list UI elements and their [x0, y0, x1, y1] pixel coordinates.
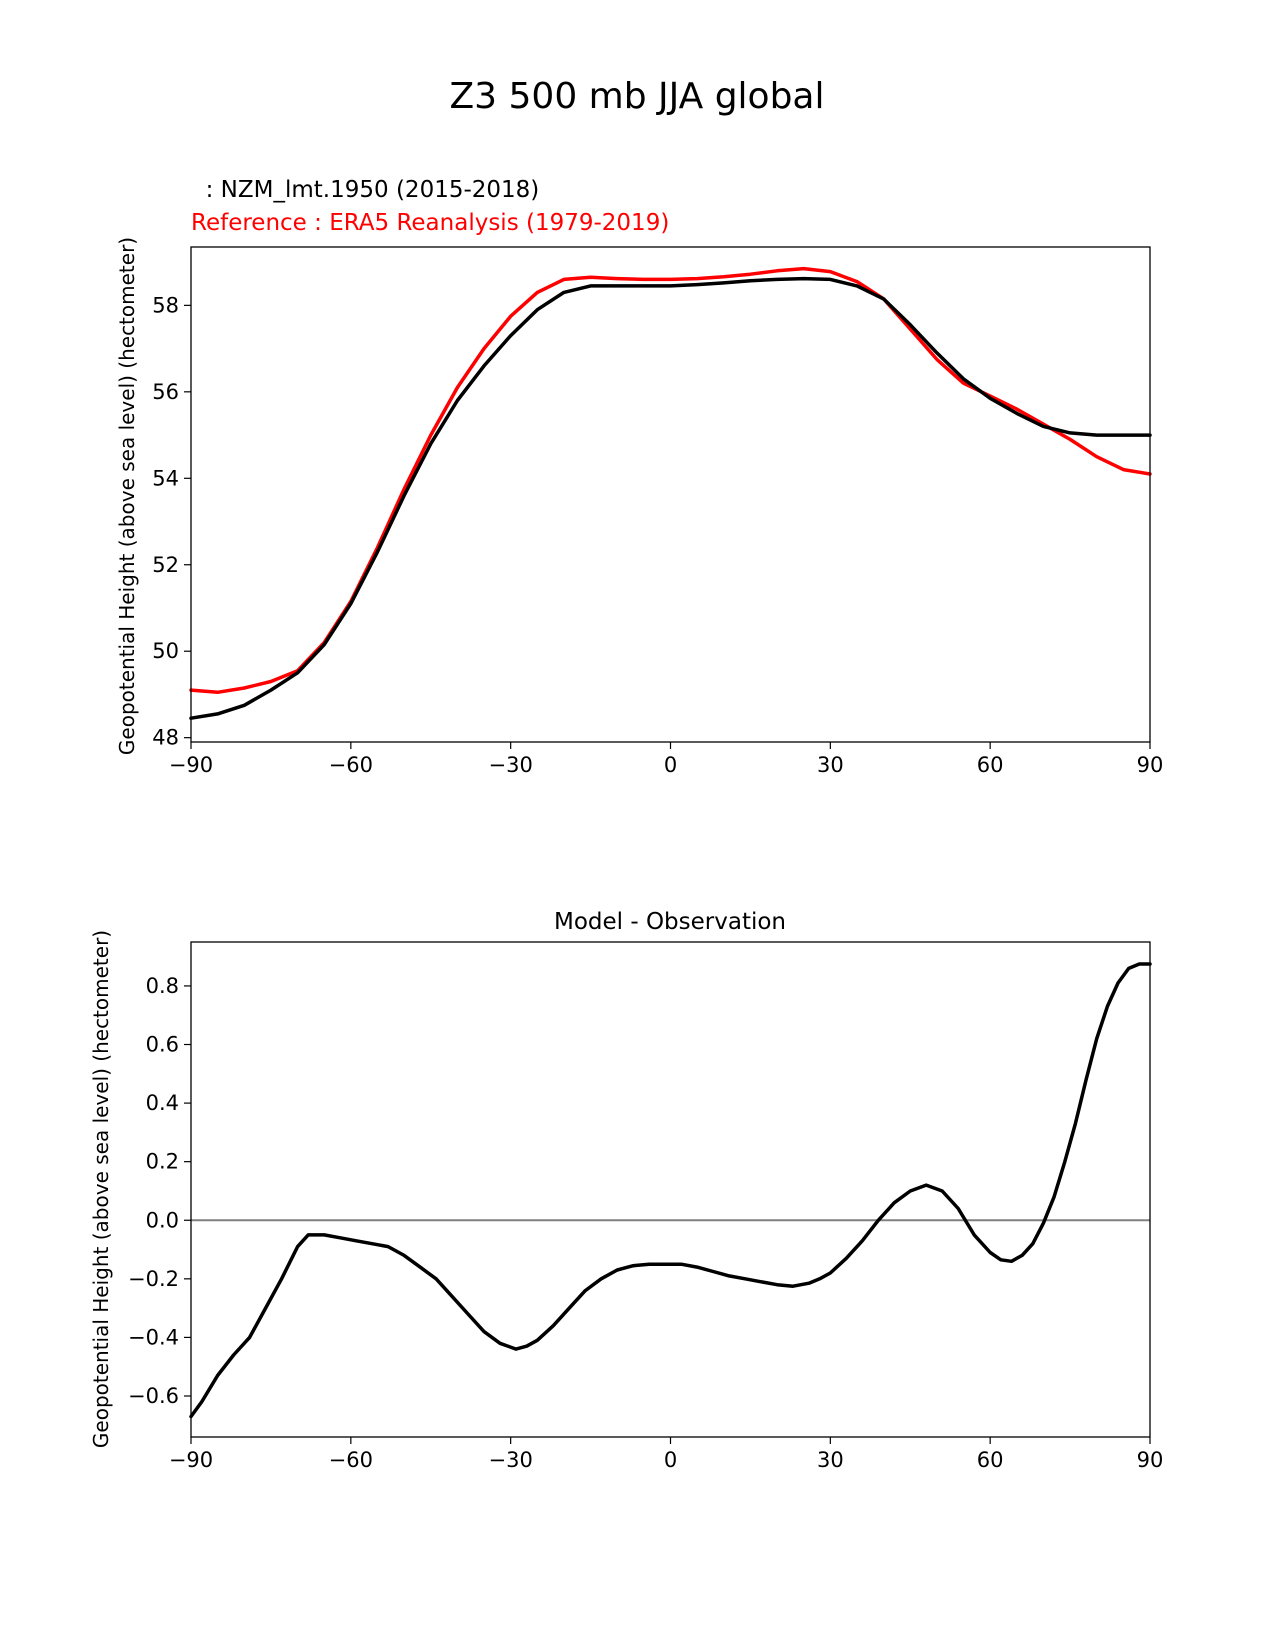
bottom-plot-frame — [190, 941, 1151, 1438]
top-ticks: −90 −60 −30 0 30 60 90 48 50 52 54 56 58 — [152, 293, 1163, 777]
top-x-tick-label: −30 — [489, 753, 533, 777]
bottom-y-tick-label: 0.0 — [146, 1208, 179, 1232]
legend-reference-label: Reference : ERA5 Reanalysis (1979-2019) — [191, 210, 669, 236]
top-series-line-model — [189, 276, 1152, 720]
bottom-y-tick-label: 0.2 — [146, 1150, 179, 1174]
top-plot-frame — [190, 246, 1151, 743]
top-y-tick-label: 50 — [152, 639, 179, 663]
legend-model-label: : NZM_lmt.1950 (2015-2018) — [191, 177, 539, 203]
top-y-tick-label: 52 — [152, 553, 179, 577]
bottom-x-tick-label: 0 — [664, 1448, 677, 1472]
top-y-tick-label: 56 — [152, 380, 179, 404]
bottom-x-tick-label: 60 — [977, 1448, 1004, 1472]
bottom-x-tick-label: −30 — [489, 1448, 533, 1472]
bottom-y-tick-label: −0.4 — [128, 1325, 179, 1349]
bottom-x-tick-label: 90 — [1137, 1448, 1164, 1472]
bottom-y-tick-label: −0.2 — [128, 1267, 179, 1291]
top-y-tick-label: 58 — [152, 293, 179, 317]
bottom-x-tick-label: −90 — [169, 1448, 213, 1472]
bottom-ticks: −90 −60 −30 0 30 60 90 −0.6 −0.4 −0.2 0.0 0.2 0.4 0.6… — [128, 974, 1163, 1472]
figure-title: Z3 500 mb JJA global — [450, 76, 825, 117]
top-x-tick-label: −90 — [169, 753, 213, 777]
top-x-tick-label: 30 — [817, 753, 844, 777]
bottom-panel: Model - Observation Geopotential Height … — [89, 909, 1163, 1472]
top-x-tick-label: −60 — [329, 753, 373, 777]
top-x-tick-label: 0 — [664, 753, 677, 777]
bottom-x-tick-label: 30 — [817, 1448, 844, 1472]
bottom-x-tick-label: −60 — [329, 1448, 373, 1472]
top-y-tick-label: 48 — [152, 726, 179, 750]
top-y-tick-label: 54 — [152, 466, 179, 490]
bottom-lines — [189, 962, 1152, 1419]
bottom-y-tick-label: 0.8 — [146, 974, 179, 998]
bottom-panel-title: Model - Observation — [554, 909, 786, 935]
top-x-tick-label: 90 — [1137, 753, 1164, 777]
bottom-y-tick-label: 0.6 — [146, 1033, 179, 1057]
bottom-y-tick-label: −0.6 — [128, 1384, 179, 1408]
bottom-series-line-model — [189, 962, 1152, 1419]
top-lines — [189, 266, 1152, 720]
bottom-y-tick-label: 0.4 — [146, 1091, 179, 1115]
bottom-y-axis-label: Geopotential Height (above sea level) (h… — [89, 930, 113, 1448]
top-panel: : NZM_lmt.1950 (2015-2018) Reference : E… — [115, 177, 1163, 777]
top-x-tick-label: 60 — [977, 753, 1004, 777]
top-y-axis-label: Geopotential Height (above sea level) (h… — [115, 237, 139, 755]
